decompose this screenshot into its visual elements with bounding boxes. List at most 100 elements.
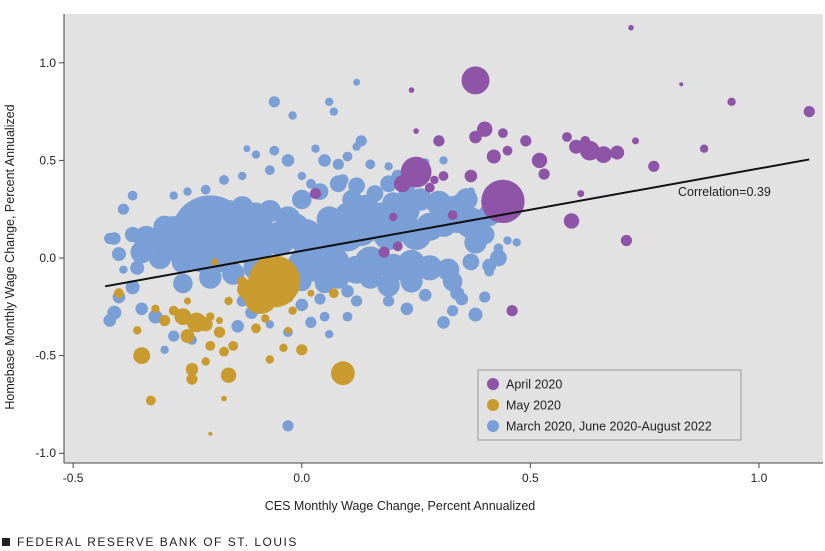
data-point (468, 307, 483, 322)
data-point (486, 149, 501, 164)
data-point (341, 284, 354, 298)
data-point (392, 241, 403, 252)
data-point (279, 269, 297, 286)
correlation-annotation: Correlation=0.39 (678, 185, 771, 199)
data-point (265, 320, 274, 329)
data-point (127, 190, 138, 201)
data-point (577, 190, 585, 198)
data-point (153, 215, 176, 238)
data-point (314, 273, 335, 294)
legend: April 2020 May 2020 March 2020, June 2020-… (477, 369, 742, 441)
data-point (455, 292, 469, 306)
data-point (477, 121, 493, 137)
data-point (168, 305, 179, 316)
data-point (632, 137, 639, 145)
data-point (648, 160, 660, 172)
data-point (186, 373, 198, 385)
data-point (208, 431, 213, 436)
x-axis-title: CES Monthly Wage Change, Percent Annuali… (265, 499, 536, 513)
data-point (325, 97, 334, 107)
data-point (296, 344, 308, 356)
data-point (231, 320, 244, 333)
data-point (430, 175, 439, 185)
data-point (148, 309, 163, 324)
data-point (103, 314, 116, 327)
data-point (224, 296, 233, 306)
footer-square-icon (2, 538, 10, 546)
data-point (265, 355, 274, 364)
data-point (173, 273, 193, 294)
data-point (620, 234, 633, 247)
x-tick-label: -0.5 (63, 471, 84, 485)
data-point (117, 203, 129, 215)
data-point (319, 311, 330, 322)
data-point (288, 111, 297, 120)
data-point (206, 312, 215, 321)
y-tick-label: 1.0 (39, 56, 56, 70)
data-point (305, 316, 317, 328)
data-point (219, 175, 229, 185)
data-point (506, 305, 518, 317)
data-point (512, 238, 521, 247)
data-point (365, 159, 376, 170)
data-point (503, 236, 512, 245)
data-point (628, 24, 634, 31)
data-point (699, 144, 709, 153)
data-point (318, 154, 331, 167)
data-point (183, 187, 192, 196)
y-axis-title: Homebase Monthly Wage Change, Percent An… (3, 104, 17, 409)
data-point (679, 82, 684, 87)
data-point (400, 270, 423, 293)
data-point (493, 243, 504, 254)
legend-label: May 2020 (506, 399, 561, 413)
data-point (452, 194, 463, 205)
legend-label: April 2020 (506, 378, 562, 392)
data-point (461, 66, 490, 95)
data-point (409, 188, 432, 211)
data-point (279, 343, 288, 352)
y-tick-label: 0.0 (39, 251, 56, 265)
data-point (297, 171, 306, 181)
data-point (268, 96, 280, 108)
data-point (378, 246, 390, 258)
data-point (171, 250, 195, 274)
data-point (251, 150, 261, 159)
data-point (146, 395, 156, 406)
data-point (498, 128, 508, 139)
data-point (331, 361, 355, 386)
y-tick-label: 0.5 (39, 153, 56, 167)
data-point (264, 165, 275, 176)
data-point (111, 247, 126, 262)
data-point (211, 258, 219, 266)
data-point (352, 142, 361, 151)
data-point (332, 158, 344, 170)
data-point (424, 182, 435, 193)
legend-marker (487, 399, 499, 411)
data-point (325, 330, 334, 339)
data-point (217, 200, 240, 223)
data-point (251, 323, 261, 334)
data-point (220, 367, 237, 383)
data-point (437, 316, 450, 329)
data-point (169, 191, 178, 200)
data-point (484, 266, 495, 277)
data-point (418, 288, 432, 302)
data-point (125, 280, 140, 295)
data-point (216, 317, 223, 324)
data-point (563, 213, 580, 229)
legend-label: March 2020, June 2020-August 2022 (506, 420, 712, 434)
data-point (342, 311, 353, 322)
data-point (180, 207, 204, 231)
data-point (295, 298, 309, 312)
data-point (595, 146, 612, 164)
data-point (180, 329, 195, 344)
data-point (269, 145, 280, 156)
data-point (580, 140, 600, 161)
y-tick-label: -1.0 (35, 446, 56, 460)
data-point (337, 174, 349, 186)
data-point (538, 168, 550, 180)
data-point (727, 97, 736, 107)
legend-marker (487, 420, 499, 432)
data-point (562, 132, 572, 142)
footer-source: FEDERAL RESERVE BANK OF ST. LOUIS (17, 535, 298, 549)
